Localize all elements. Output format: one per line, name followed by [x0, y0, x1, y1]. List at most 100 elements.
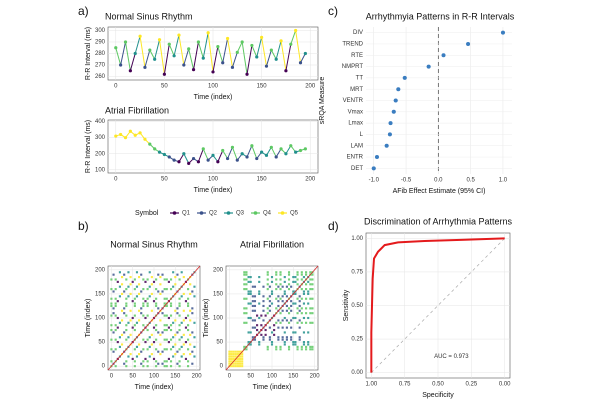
recurrence-cell [249, 290, 252, 293]
recurrence-cell [249, 331, 252, 334]
recurrence-cell [275, 321, 278, 324]
point [167, 155, 171, 159]
x-tick-label: 0 [114, 84, 118, 90]
recurrence-cell [178, 314, 181, 317]
recurrence-cell [131, 280, 134, 283]
recurrence-cell [178, 324, 181, 327]
recurrence-cell [159, 353, 162, 356]
recurrence-cell [191, 312, 194, 315]
point [303, 51, 307, 56]
x-tick-label: 200 [310, 374, 321, 380]
recurrence-cell [238, 355, 242, 358]
recurrence-cell [232, 355, 235, 358]
recurrence-cell [138, 309, 141, 312]
recurrence-cell [266, 283, 269, 286]
recurrence-cell [144, 357, 147, 360]
x-tick-label: 1.00 [365, 382, 377, 388]
point [264, 153, 269, 157]
recurrence-cell [133, 297, 136, 300]
recurrence-cell [294, 302, 297, 305]
recurrence-cell [302, 341, 306, 344]
recurrence-cell [165, 288, 168, 291]
x-tick-label: 1.0 [499, 178, 508, 184]
recurrence-cell [292, 331, 295, 334]
recurrence-cell [290, 300, 293, 303]
point [402, 75, 407, 80]
x-tick-label: 200 [192, 374, 203, 380]
recurrence-cell [290, 326, 293, 329]
recurrence-cell [241, 357, 244, 360]
recurrence-cell [142, 288, 145, 291]
recurrence-cell [125, 304, 128, 308]
recurrence-cell [167, 357, 170, 360]
recurrence-cell [161, 290, 164, 293]
y-tick-label: 0.75 [351, 270, 363, 276]
recurrence-cell [253, 285, 257, 288]
recurrence-cell [292, 276, 295, 279]
recurrence-cell [193, 336, 196, 339]
point [466, 41, 471, 46]
recurrence-cell [245, 278, 248, 281]
recurrence-cell [120, 292, 124, 295]
recurrence-cell [247, 316, 250, 320]
line-segment [251, 145, 258, 159]
recurrence-cell [281, 338, 284, 341]
recurrence-cell [150, 309, 153, 312]
recurrence-cell [148, 285, 151, 288]
recurrence-cell [285, 338, 288, 341]
recurrence-cell [262, 309, 265, 312]
recurrence-cell [169, 338, 173, 341]
recurrence-cell [118, 321, 121, 324]
y-tick-label: 0.00 [351, 370, 363, 376]
point [298, 148, 303, 153]
recurrence-cell [243, 321, 246, 324]
recurrence-cell [114, 278, 117, 281]
recurrence-cell [187, 365, 190, 368]
y-tick-label: 300 [95, 135, 106, 141]
recurrence-cell [184, 316, 188, 320]
recurrence-cell [120, 276, 124, 279]
line-segment [265, 49, 272, 67]
recurrence-cell [281, 300, 284, 303]
recurrence-cell [305, 345, 308, 348]
recurrence-cell [264, 314, 267, 317]
recurrence-cell [266, 312, 269, 315]
line-segment [149, 49, 156, 60]
recurrence-cell [178, 338, 181, 341]
y-tick-label: NMPRT [342, 64, 364, 70]
recurrence-cell [125, 302, 128, 305]
recurrence-cell [178, 302, 181, 305]
recurrence-cell [232, 350, 235, 353]
recurrence-cell [155, 304, 158, 308]
recurrence-cell [302, 302, 306, 305]
recurrence-cell [234, 360, 237, 363]
y-tick-label: DET [351, 166, 363, 172]
recurrence-cell [232, 362, 235, 365]
recurrence-cell [305, 297, 308, 300]
x-tick-label: 0.25 [465, 382, 477, 388]
recurrence-cell [279, 312, 282, 315]
recurrence-cell [169, 302, 173, 305]
recurrence-cell [279, 288, 282, 291]
recurrence-cell [245, 297, 248, 300]
recurrence-cell [133, 304, 136, 308]
line-segment [251, 45, 258, 58]
recurrence-cell [238, 360, 242, 363]
y-tick-label: 290 [95, 40, 106, 46]
recurrence-cell [300, 273, 303, 276]
recurrence-cell [125, 314, 128, 317]
recurrence-cell [234, 362, 237, 365]
recurrence-cell [146, 297, 149, 300]
recurrence-cell [127, 285, 130, 288]
recurrence-cell [281, 319, 284, 322]
recurrence-cell [296, 345, 299, 348]
recurrence-cell [135, 271, 139, 274]
legend-title: Symbol [135, 210, 159, 217]
recurrence-cell [146, 328, 149, 332]
point [191, 68, 196, 72]
recurrence-cell [275, 288, 278, 291]
line-segment [236, 41, 243, 53]
line-segment [270, 147, 277, 158]
recurrence-cell [287, 278, 291, 281]
recurrence-cell [182, 319, 185, 322]
